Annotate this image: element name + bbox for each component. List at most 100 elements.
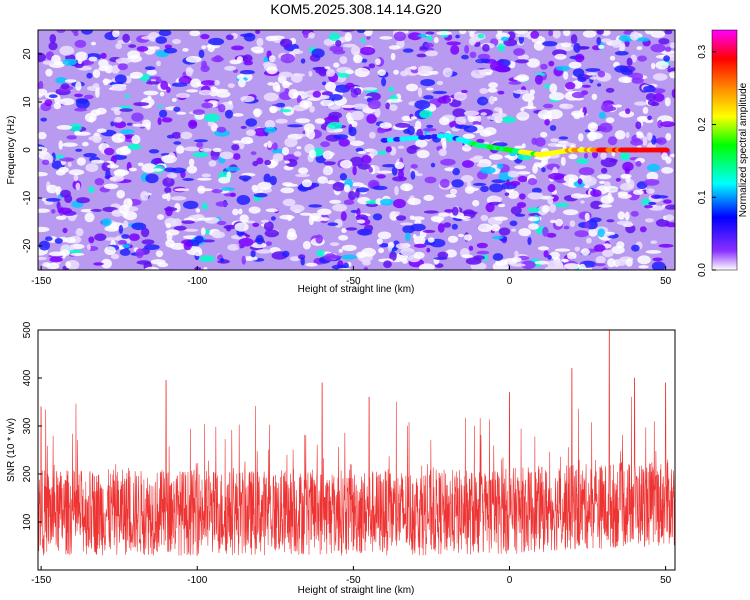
heatmap-cell [493,216,508,221]
heatmap-cell [415,34,424,38]
heatmap-cell [586,219,598,230]
heatmap-cell [461,254,474,258]
heatmap-cell [267,140,272,148]
heatmap-cell [360,213,366,220]
heatmap-cell [321,91,333,97]
heatmap-cell [121,224,129,228]
heatmap-cell [416,149,430,159]
heatmap-cell [253,127,268,137]
heatmap-cell [406,146,417,154]
heatmap-cell [96,128,107,133]
heatmap-cell [487,87,498,93]
heatmap-cell [307,153,315,163]
heatmap-ridge-cell [458,137,467,143]
heatmap-cell [231,144,240,151]
heatmap-cell [114,116,123,123]
y-tick-label-bottom: 400 [22,369,33,386]
heatmap-cell [65,261,71,269]
heatmap-cell [177,94,187,101]
heatmap-cell [366,104,378,108]
heatmap-cell [388,86,394,92]
heatmap-cell [100,146,114,155]
heatmap-cell [117,239,127,245]
heatmap-cell [211,189,223,194]
heatmap-cell [131,112,144,122]
heatmap-cell [86,244,91,251]
heatmap-cell [113,85,127,92]
heatmap-cell [397,145,405,149]
heatmap-cell [114,169,126,178]
heatmap-cell [476,138,485,143]
heatmap-cell [400,122,410,128]
heatmap-cell [120,129,135,135]
heatmap-cell [339,56,348,65]
heatmap-cell [332,49,346,55]
heatmap-cell [359,228,370,236]
heatmap-cell [537,109,553,120]
heatmap-cell [655,60,669,70]
heatmap-cell [42,60,55,65]
heatmap-cell [477,96,489,106]
heatmap-cell [239,72,253,82]
heatmap-cell [202,239,215,243]
heatmap-cell [430,215,445,221]
heatmap-cell [185,239,200,248]
heatmap-ridge-cell [580,147,589,153]
heatmap-cell [402,48,414,53]
heatmap-cell [396,30,406,37]
heatmap-cell [352,165,357,176]
heatmap-cell [530,30,540,39]
heatmap-cell [217,254,223,262]
heatmap-ridge-cell [455,136,464,142]
heatmap-cell [508,61,516,69]
heatmap-cell [417,65,430,75]
heatmap-cell [540,159,546,167]
heatmap-cell [305,262,318,267]
heatmap-cell [251,257,265,262]
heatmap-cell [185,89,199,93]
heatmap-cell [609,55,616,61]
heatmap-cell [326,68,335,77]
colorbar-tick-label: 0.2 [697,117,708,131]
heatmap-cell [250,250,256,258]
heatmap-cell [452,167,461,176]
heatmap-cell [670,42,675,49]
heatmap-cell [229,59,242,65]
heatmap-cell [445,249,457,258]
heatmap-cell [596,30,604,35]
heatmap-cell [171,82,188,87]
heatmap-cell [616,220,633,226]
heatmap-cell [554,263,568,270]
heatmap-cell [104,246,116,256]
heatmap-cell [498,235,508,242]
heatmap-cell [46,184,58,194]
heatmap-cell [327,121,343,130]
heatmap-cell [60,101,66,106]
heatmap-cell [47,236,58,243]
heatmap-cell [605,87,615,93]
heatmap-cell [528,216,540,222]
heatmap-cell [485,202,495,213]
heatmap-cell [547,184,556,193]
heatmap-cell [49,251,65,257]
heatmap-cell [232,140,242,144]
heatmap-cell [362,260,371,266]
snr-series-line [38,330,675,556]
heatmap-cell [284,160,290,164]
heatmap-cell [356,208,361,218]
heatmap-cell [574,246,580,252]
heatmap-cell [51,209,56,214]
heatmap-cell [582,30,597,38]
heatmap-cell [422,229,436,233]
heatmap-cell [549,97,561,102]
heatmap-cell [504,154,513,159]
heatmap-cell [322,151,331,159]
heatmap-cell [380,198,394,206]
heatmap-cell [528,258,543,268]
heatmap-cell [627,72,644,81]
heatmap-cell [527,100,534,110]
heatmap-cell [317,208,332,216]
heatmap-cell [225,34,234,41]
heatmap-cell [369,131,376,139]
heatmap-cell [651,261,666,270]
